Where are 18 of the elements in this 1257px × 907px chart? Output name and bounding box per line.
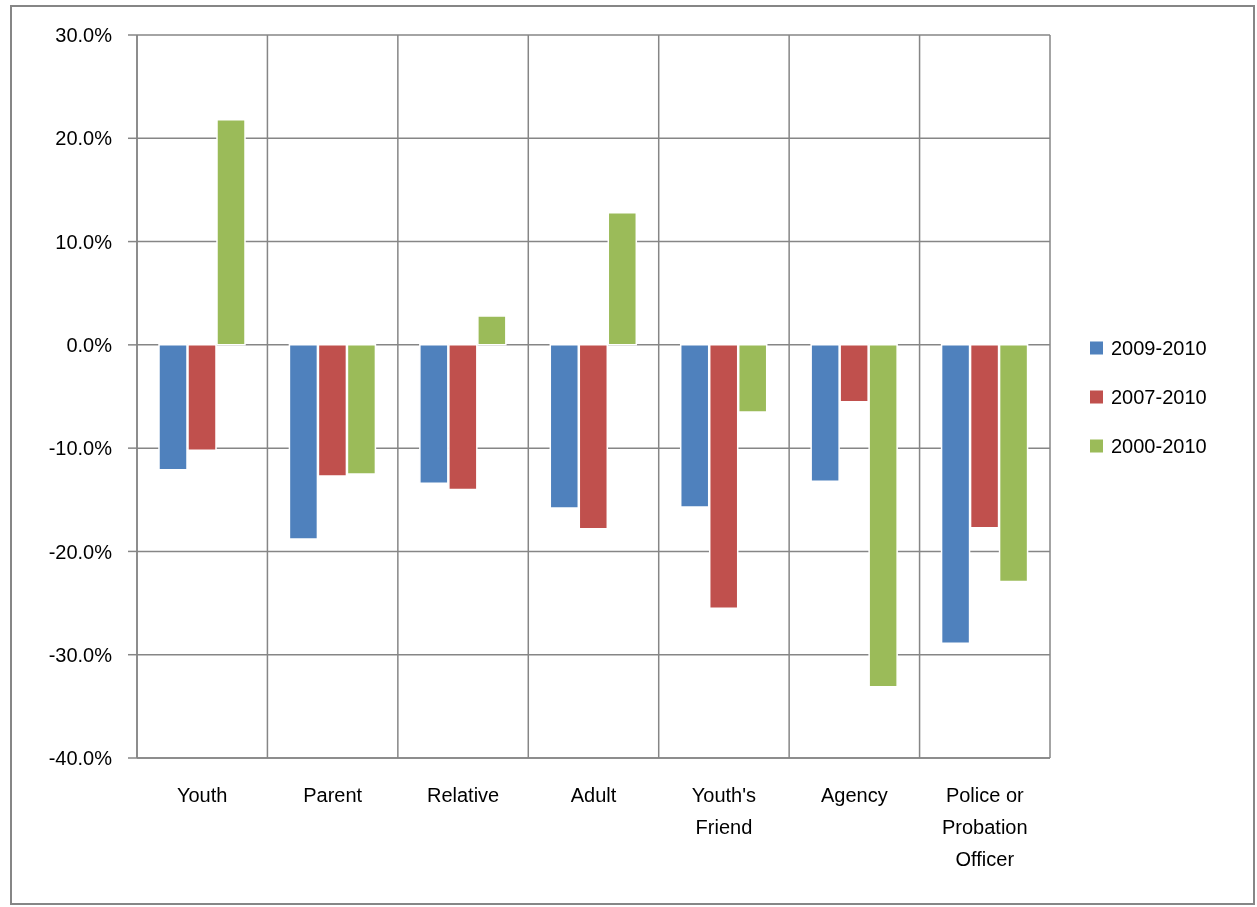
legend-label: 2009-2010 [1111,336,1207,359]
y-tick-label: 10.0% [55,230,113,253]
y-tick-label: 30.0% [55,24,113,47]
x-tick-label: Youth [177,784,228,807]
x-tick-label: Youth's Friend [691,784,757,839]
x-tick-label: Agency [821,784,888,807]
y-tick-label: -20.0% [48,540,113,563]
y-tick-label: -40.0% [48,747,113,770]
legend-label: 2000-2010 [1111,434,1207,457]
x-tick-label: Parent [303,784,363,807]
y-tick-label: -10.0% [48,437,113,460]
legend-label: 2007-2010 [1111,385,1207,408]
y-tick-label: 20.0% [55,127,113,150]
x-tick-label: Adult [570,784,617,807]
x-tick-label: Police or Probation Officer [941,784,1028,871]
y-tick-label: 0.0% [66,333,113,356]
x-tick-label: Relative [426,784,500,807]
y-tick-label: -30.0% [48,643,113,666]
